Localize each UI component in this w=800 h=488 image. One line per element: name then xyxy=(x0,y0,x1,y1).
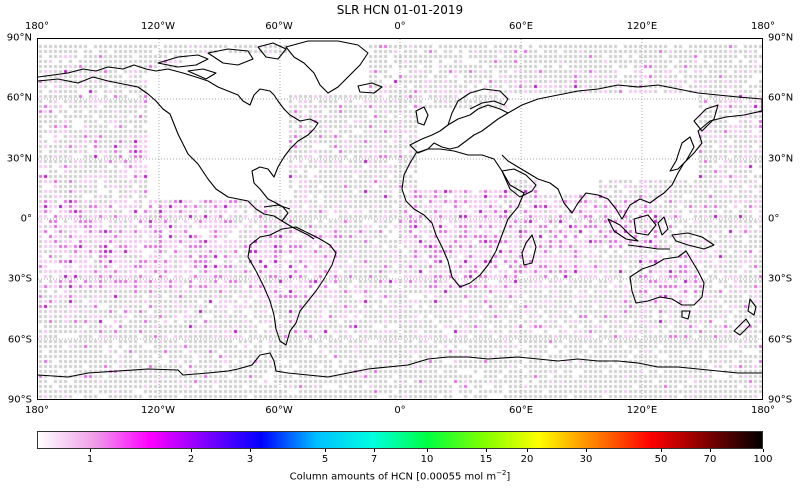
lat-tick-label: 30°N xyxy=(6,153,32,165)
map-plot-area[interactable] xyxy=(37,38,763,400)
antarctica-coast xyxy=(38,352,762,378)
lat-tick-label: 60°S xyxy=(768,334,793,346)
lon-tick-label: 180° xyxy=(24,405,50,416)
lon-tick-label: 180° xyxy=(24,21,50,32)
colorbar-tick-label: 100 xyxy=(753,454,773,465)
colorbar-tick-mark xyxy=(90,449,91,452)
colorbar-tick-label: 3 xyxy=(246,454,254,465)
colorbar-tick-mark xyxy=(710,449,711,452)
colorbar-tick-label: 7 xyxy=(370,454,378,465)
lon-tick-label: 60°E xyxy=(508,21,534,32)
lon-tick-label: 0° xyxy=(394,21,406,32)
colorbar-tick-label: 1 xyxy=(86,454,94,465)
greenland-coast xyxy=(285,40,369,94)
colorbar-label-exponent: −2 xyxy=(496,469,507,477)
lat-tick-label: 60°N xyxy=(768,92,794,104)
colorbar-tick-label: 20 xyxy=(520,454,534,465)
africa-coast xyxy=(401,148,525,288)
colorbar xyxy=(37,431,763,449)
colorbar-tick-mark xyxy=(191,449,192,452)
lon-tick-label: 120°W xyxy=(141,21,175,32)
colorbar-label-end: ] xyxy=(506,471,511,483)
colorbar-tick-label: 2 xyxy=(187,454,195,465)
lat-tick-label: 60°N xyxy=(6,92,32,104)
lon-tick-label: 60°W xyxy=(265,21,293,32)
lat-tick-label: 90°N xyxy=(6,32,32,44)
australia-coast xyxy=(629,250,705,306)
coastlines xyxy=(38,39,762,399)
lat-tick-label: 30°S xyxy=(768,273,793,285)
colorbar-tick-mark xyxy=(250,449,251,452)
colorbar-tick-label: 50 xyxy=(654,454,668,465)
colorbar-label: Column amounts of HCN [0.00055 mol m−2] xyxy=(0,469,800,482)
colorbar-tick-mark xyxy=(661,449,662,452)
colorbar-tick-mark xyxy=(763,449,764,452)
asia-coast xyxy=(501,84,762,220)
lon-tick-label: 180° xyxy=(750,405,776,416)
europe-coast xyxy=(409,104,509,154)
lon-tick-label: 120°E xyxy=(626,21,658,32)
lon-tick-label: 60°W xyxy=(265,405,293,416)
lon-tick-label: 120°W xyxy=(141,405,175,416)
north-america-coast xyxy=(38,64,319,222)
colorbar-tick-mark xyxy=(486,449,487,452)
colorbar-tick-label: 15 xyxy=(479,454,493,465)
chart-title: SLR HCN 01-01-2019 xyxy=(336,3,464,17)
colorbar-tick-label: 30 xyxy=(579,454,593,465)
colorbar-tick-label: 10 xyxy=(420,454,434,465)
colorbar-tick-mark xyxy=(527,449,528,452)
colorbar-label-text: Column amounts of HCN [0.00055 mol m xyxy=(289,471,497,483)
graticule xyxy=(38,39,762,399)
south-america-coast xyxy=(247,226,337,346)
lat-tick-label: 0° xyxy=(20,213,32,225)
colorbar-tick-mark xyxy=(427,449,428,452)
lat-tick-label: 0° xyxy=(768,213,780,225)
colorbar-tick-mark xyxy=(374,449,375,452)
colorbar-tick-label: 70 xyxy=(703,454,717,465)
lon-tick-label: 180° xyxy=(750,21,776,32)
lat-tick-label: 90°S xyxy=(768,394,793,406)
colorbar-tick-mark xyxy=(325,449,326,452)
colorbar-tick-mark xyxy=(586,449,587,452)
lat-tick-label: 90°S xyxy=(7,394,32,406)
lat-tick-label: 30°S xyxy=(7,273,32,285)
lon-tick-label: 0° xyxy=(394,405,406,416)
lat-tick-label: 30°N xyxy=(768,153,794,165)
lat-tick-label: 60°S xyxy=(7,334,32,346)
lat-tick-label: 90°N xyxy=(768,32,794,44)
colorbar-tick-label: 5 xyxy=(321,454,329,465)
lon-tick-label: 120°E xyxy=(626,405,658,416)
lon-tick-label: 60°E xyxy=(508,405,534,416)
